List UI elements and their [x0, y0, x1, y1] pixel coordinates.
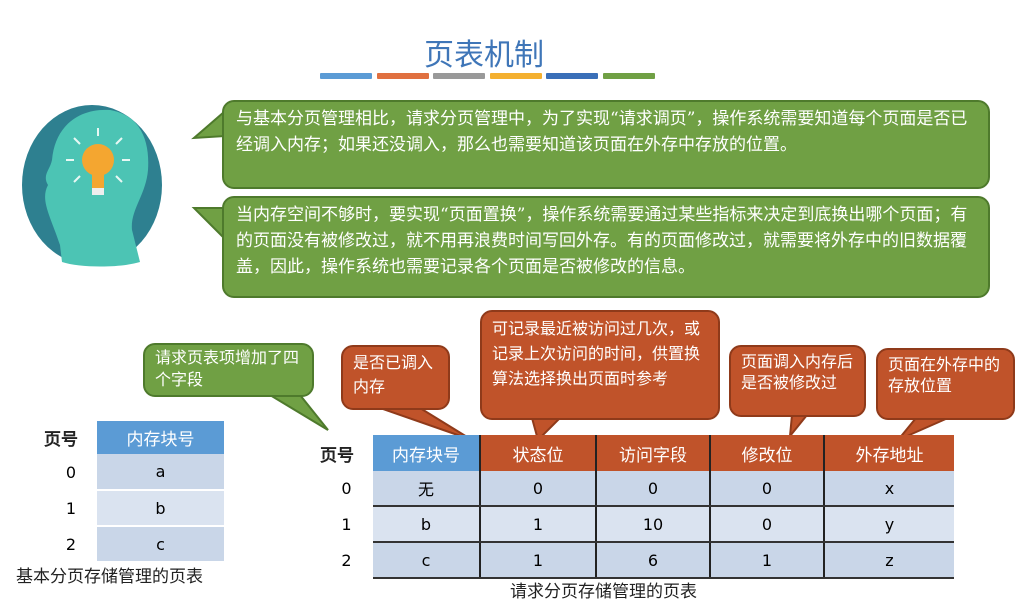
table-cell: 1 [479, 542, 596, 579]
header-frame: 内存块号 [97, 421, 224, 454]
frame-cell: c [97, 526, 224, 563]
bubble-request-paging: 与基本分页管理相比，请求分页管理中，为了实现“请求调页”，操作系统需要知道每个页… [222, 100, 990, 189]
frame-cell: b [97, 490, 224, 527]
title-underline-bar [376, 73, 429, 79]
table-row: 1 b 1 10 0 y [320, 506, 954, 543]
column-header: 修改位 [709, 435, 824, 471]
request-table-caption: 请求分页存储管理的页表 [510, 582, 697, 602]
table-cell: 0 [479, 471, 596, 507]
table-cell: 1 [479, 506, 596, 543]
page-number: 0 [341, 479, 352, 498]
head-lightbulb-icon [22, 105, 162, 267]
page-number: 1 [341, 514, 352, 534]
title-underline-bar [546, 73, 598, 79]
title-underline-bar [489, 73, 542, 79]
column-header: 访问字段 [595, 435, 710, 471]
table-cell: 0 [709, 506, 824, 543]
table-cell: y [823, 506, 954, 543]
page-title: 页表机制 [424, 38, 544, 73]
bubble-disk-address: 页面在外存中的存放位置 [876, 348, 1015, 420]
bubble-status-bit: 是否已调入内存 [341, 345, 450, 410]
table-cell: b [373, 506, 480, 543]
page-number: 2 [65, 534, 77, 554]
frame-cell: a [97, 454, 224, 491]
table-cell: 0 [709, 471, 824, 507]
column-header: 内存块号 [373, 435, 480, 471]
bubble-page-replacement: 当内存空间不够时，要实现“页面置换”，操作系统需要通过某些指标来决定到底换出哪个… [222, 196, 990, 298]
title-underline-bar [433, 73, 485, 79]
table-cell: 6 [595, 542, 710, 579]
table-cell: c [373, 542, 480, 579]
column-header: 状态位 [479, 435, 596, 471]
tail-6 [788, 414, 810, 440]
table-cell: 10 [595, 506, 710, 543]
bubble-access-field: 可记录最近被访问过几次，或记录上次访问的时间，供置换算法选择换出页面时参考 [480, 310, 720, 420]
column-header: 外存地址 [823, 435, 954, 471]
request-page-label: 页号 [320, 446, 354, 466]
table-cell: z [823, 542, 954, 579]
basic-table-caption: 基本分页存储管理的页表 [16, 567, 203, 587]
bubble-fields-added: 请求页表项增加了四个字段 [143, 343, 314, 397]
title-underline-bar [320, 73, 372, 79]
table-cell: x [823, 471, 954, 507]
page-number: 0 [65, 462, 77, 482]
tail-3 [266, 394, 329, 431]
bubble-modify-bit: 页面调入内存后是否被修改过 [729, 345, 866, 417]
table-cell: 1 [709, 542, 824, 579]
page-number: 2 [341, 550, 352, 570]
page-number: 1 [65, 498, 77, 518]
request-page-table: 内存块号 状态位 访问字段 修改位 外存地址 0 无 0 0 0 x 1 b 1 10 0 y 2 c 1 6 1 z [320, 435, 954, 579]
table-cell: 无 [373, 471, 480, 507]
basic-page-label: 页号 [44, 430, 78, 450]
table-cell: 0 [595, 471, 710, 507]
title-underline-bar [602, 73, 655, 79]
